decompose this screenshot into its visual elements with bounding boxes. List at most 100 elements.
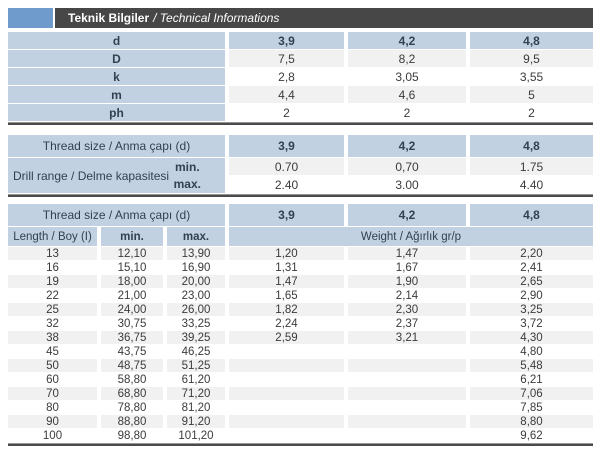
weight-value: 1,90 — [348, 275, 466, 288]
length-value: 13 — [8, 247, 97, 260]
weight-value: 4,80 — [520, 345, 543, 358]
drill-min-value: 0.70 — [229, 158, 344, 175]
drill-thread-size-value: 4,8 — [470, 135, 593, 157]
weight-value: 3,72 — [520, 317, 543, 330]
dim-value: 3,55 — [519, 69, 544, 84]
drill-max-value: 3.00 — [395, 177, 419, 192]
dim-header-value: 4,8 — [470, 32, 593, 49]
weight-value: 2,37 — [395, 317, 419, 330]
min-tolerance-value: 98,80 — [117, 429, 147, 442]
min-tolerance-value: 78,80 — [117, 401, 147, 414]
weight-value: 2,59 — [229, 331, 344, 344]
dim-value: 2 — [403, 105, 411, 120]
length-value: 100 — [42, 429, 63, 442]
dim-value: 5 — [470, 86, 593, 103]
weight-value — [348, 401, 466, 414]
length-value: 60 — [46, 373, 59, 386]
weight-value: 7,06 — [470, 387, 593, 400]
max-tolerance-value: 33,25 — [181, 317, 211, 330]
weight-value: 1,47 — [229, 275, 344, 288]
dim-value: 3,05 — [395, 69, 419, 84]
drill-max-value: 4.40 — [519, 177, 544, 192]
weight-value: 8,80 — [470, 415, 593, 428]
weight-value: 2,24 — [275, 317, 298, 330]
weight-value — [348, 359, 466, 372]
drill-max-value: 2.40 — [274, 177, 299, 192]
length-value: 45 — [46, 345, 59, 358]
min-tolerance-value: 58,80 — [117, 373, 147, 386]
length-value: 90 — [8, 415, 97, 428]
drill-min-value: 0,70 — [348, 158, 466, 175]
max-tolerance-value: 101,20 — [178, 429, 214, 442]
max-tolerance-value: 91,20 — [167, 415, 225, 428]
accent-square — [8, 8, 53, 28]
table-divider — [8, 194, 593, 197]
min-tolerance-value: 15,10 — [117, 261, 147, 274]
max-tolerance-value: 20,00 — [167, 275, 225, 288]
length-value: 32 — [46, 317, 59, 330]
max-tolerance-value: 16,90 — [181, 261, 211, 274]
drill-thread-size-header: Thread size / Anma çapı (d) — [8, 135, 225, 157]
table-divider — [8, 122, 593, 125]
drill-min-label: min. — [174, 159, 200, 174]
weight-value: 6,21 — [520, 373, 543, 386]
length-thread-size-value: 4,2 — [348, 204, 466, 226]
max-tolerance-value: 23,00 — [181, 289, 211, 302]
max-column-header: max. — [167, 227, 225, 246]
min-tolerance-value: 24,00 — [101, 303, 163, 316]
min-tolerance-value: 68,80 — [101, 387, 163, 400]
min-tolerance-value: 36,75 — [101, 331, 163, 344]
weight-value: 2,90 — [520, 289, 543, 302]
weight-value: 3,25 — [470, 303, 593, 316]
length-value: 22 — [46, 289, 59, 302]
drill-thread-size-value: 4,2 — [348, 135, 466, 157]
length-thread-size-value: 3,9 — [229, 204, 344, 226]
min-tolerance-value: 88,80 — [101, 415, 163, 428]
dim-value: 2 — [283, 105, 290, 120]
weight-value: 3,21 — [348, 331, 466, 344]
max-tolerance-value: 13,90 — [167, 247, 225, 260]
max-tolerance-value: 81,20 — [181, 401, 211, 414]
min-column-header: min. — [101, 227, 163, 246]
weight-value: 2,65 — [470, 275, 593, 288]
dim-row-label: ph — [8, 104, 225, 121]
weight-value: 2,30 — [348, 303, 466, 316]
max-tolerance-value: 51,25 — [167, 359, 225, 372]
max-tolerance-value: 26,00 — [167, 303, 225, 316]
technical-info-sheet: Teknik Bilgiler / Technical Informations … — [8, 8, 593, 446]
max-tolerance-value: 71,20 — [167, 387, 225, 400]
weight-value — [229, 415, 344, 428]
max-tolerance-value: 39,25 — [167, 331, 225, 344]
length-weight-table: Thread size / Anma çapı (d) Length / Boy… — [8, 204, 593, 442]
length-value: 25 — [8, 303, 97, 316]
title-bar: Teknik Bilgiler / Technical Informations — [8, 8, 593, 28]
length-value: 19 — [8, 275, 97, 288]
weight-value — [348, 429, 466, 442]
dim-row-label: m — [8, 86, 225, 103]
dim-row-label: D — [8, 50, 225, 67]
drill-range-label: Drill range / Delme kapasitesi — [13, 168, 170, 183]
weight-value: 5,48 — [470, 359, 593, 372]
weight-value: 9,62 — [520, 429, 543, 442]
dim-header-value: 4,2 — [348, 32, 466, 49]
weight-value: 1,20 — [229, 247, 344, 260]
length-value: 70 — [8, 387, 97, 400]
min-tolerance-value: 30,75 — [117, 317, 147, 330]
dim-value: 8,2 — [348, 50, 466, 67]
weight-value: 1,65 — [275, 289, 298, 302]
length-column-header: Length / Boy (I) — [8, 227, 97, 246]
dim-value: 2 — [528, 105, 535, 120]
drill-max-label: max. — [173, 176, 201, 191]
weight-value: 7,85 — [520, 401, 543, 414]
drill-minmax-labels: min. max. — [174, 159, 201, 193]
min-tolerance-value: 43,75 — [117, 345, 147, 358]
dim-row-label: k — [8, 68, 225, 85]
weight-value — [229, 401, 344, 414]
max-tolerance-value: 46,25 — [181, 345, 211, 358]
drill-min-value: 1.75 — [470, 158, 593, 175]
dim-value: 2,8 — [278, 69, 295, 84]
weight-value — [348, 387, 466, 400]
length-value: 38 — [8, 331, 97, 344]
length-value: 50 — [8, 359, 97, 372]
weight-value — [229, 359, 344, 372]
